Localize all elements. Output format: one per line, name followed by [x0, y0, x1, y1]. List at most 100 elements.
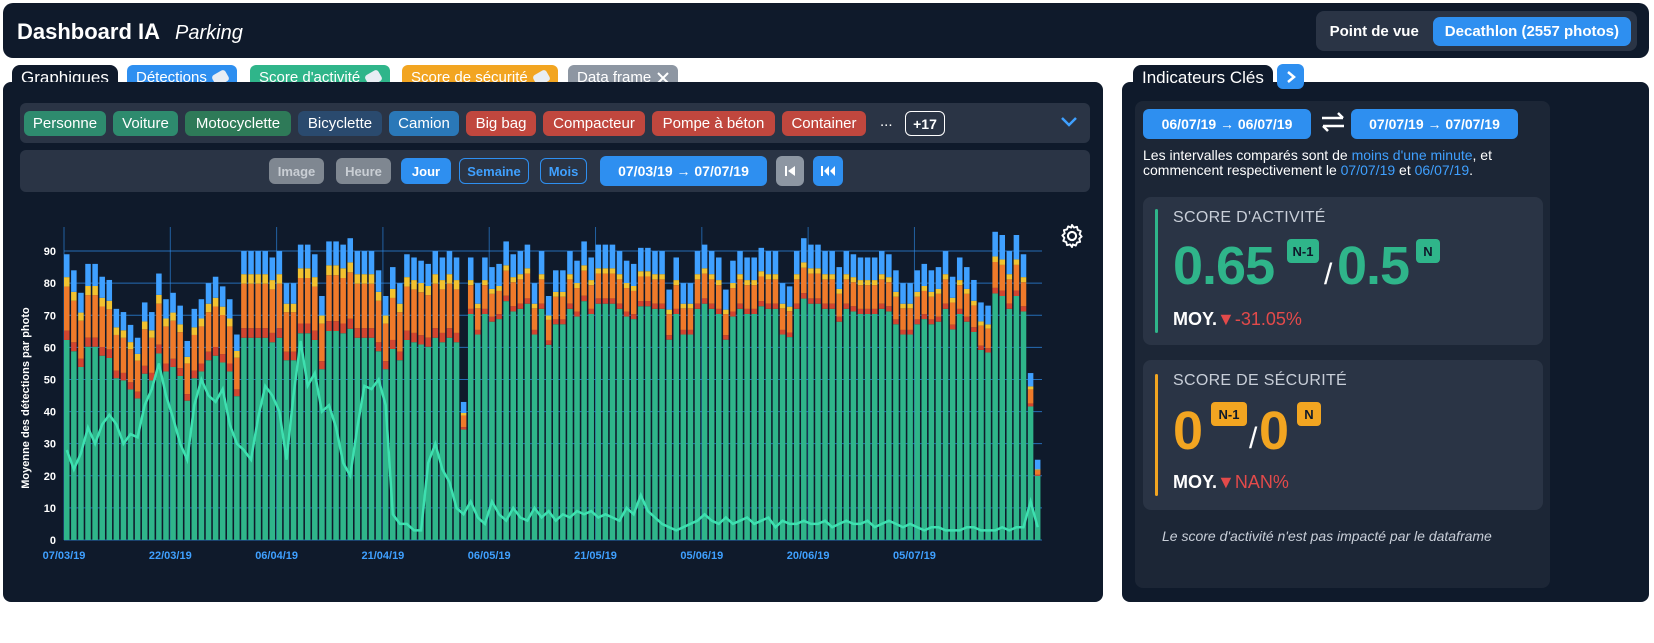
bar-segment [701, 303, 708, 540]
granularity-hour-button[interactable]: Heure [336, 158, 391, 184]
bar-segment [283, 312, 290, 352]
close-icon[interactable] [657, 71, 669, 84]
bar-segment [914, 291, 920, 297]
bar-segment [666, 314, 672, 336]
bar-segment [453, 280, 460, 290]
bar-segment [687, 303, 694, 309]
granularity-image-button[interactable]: Image [269, 158, 324, 184]
bar-segment [595, 244, 602, 269]
filter-chip[interactable]: Motocyclette [185, 111, 291, 136]
bar-segment [255, 274, 261, 284]
bar-segment [978, 349, 984, 540]
bar-segment [269, 257, 276, 281]
rewind-button[interactable] [813, 156, 843, 186]
bar-segment [453, 342, 460, 540]
rewind-icon [821, 166, 835, 176]
bar-segment [227, 299, 233, 319]
bar-segment [227, 318, 233, 327]
bar-segment [857, 257, 864, 281]
bar-segment [113, 327, 120, 335]
bar-segment [397, 283, 403, 304]
bar-segment [297, 333, 304, 540]
bar-segment [567, 279, 573, 304]
bar-segment [772, 251, 779, 275]
filter-chip[interactable]: Container [782, 111, 866, 136]
pov-select-button[interactable]: Decathlon (2557 photos) [1432, 16, 1631, 46]
bar-segment [340, 268, 346, 279]
bar-segment [588, 313, 594, 540]
bar-segment [64, 339, 70, 540]
y-tick-label: 50 [44, 374, 56, 386]
bar-segment [184, 400, 191, 540]
bar-segment [999, 264, 1006, 291]
bar-segment [765, 274, 772, 280]
kpi-expand-button[interactable] [1277, 64, 1304, 89]
bar-segment [694, 279, 701, 304]
compare-range-b[interactable]: 07/07/19 → 07/07/19 [1351, 109, 1518, 139]
bar-segment [588, 285, 594, 309]
granularity-month-button[interactable]: Mois [540, 158, 587, 184]
bar-segment [304, 333, 311, 540]
compare-range-a[interactable]: 06/07/19 → 06/07/19 [1143, 109, 1311, 139]
date-range-button[interactable]: 07/03/19 → 07/07/19 [600, 156, 767, 186]
filter-chip[interactable]: Pompe à béton [652, 111, 775, 136]
bar-segment [666, 339, 672, 540]
bar-segment [1013, 290, 1020, 296]
bar-segment [234, 334, 240, 351]
bar-segment [241, 283, 247, 329]
bar-segment [949, 302, 956, 325]
bar-segment [808, 273, 814, 299]
bar-segment [212, 306, 219, 348]
filter-chip[interactable]: Personne [24, 111, 106, 136]
bar-segment [935, 267, 942, 289]
bar-segment [312, 277, 318, 287]
bar-segment [751, 308, 757, 314]
bar-segment [184, 394, 191, 401]
bar-segment [78, 358, 84, 367]
bar-segment [382, 323, 389, 362]
bar-segment [708, 279, 715, 304]
bar-segment [241, 328, 247, 338]
filter-chip[interactable]: Voiture [113, 111, 178, 136]
bar-segment [864, 257, 871, 281]
bar-segment [503, 295, 509, 302]
bar-segment [510, 277, 517, 283]
bar-segment [978, 302, 984, 322]
bar-segment [382, 315, 389, 324]
point-of-view: Point de vue Decathlon (2557 photos) [1315, 11, 1637, 51]
bar-segment [765, 279, 772, 304]
y-axis-label: Moyenne des détections par photo [20, 307, 32, 489]
bar-segment [545, 296, 552, 316]
more-filters-count[interactable]: +17 [905, 111, 945, 136]
bar-segment [645, 301, 651, 307]
bar-segment [928, 291, 935, 297]
bar-segment [106, 279, 113, 301]
chevron-down-icon[interactable] [1060, 113, 1078, 131]
bar-segment [666, 335, 672, 340]
swap-icon[interactable] [1319, 110, 1347, 134]
bar-segment [680, 303, 687, 309]
chart-settings-gear-icon[interactable] [1058, 222, 1086, 250]
filter-chip[interactable]: Big bag [466, 111, 536, 136]
bar-segment [397, 360, 403, 540]
filter-chip[interactable]: Compacteur [543, 111, 645, 136]
bar-segment [354, 274, 361, 284]
bar-segment [191, 327, 198, 335]
granularity-day-button[interactable]: Jour [401, 158, 451, 184]
step-back-button[interactable] [776, 156, 804, 186]
filter-chip[interactable]: Bicyclette [298, 111, 382, 136]
granularity-week-button[interactable]: Semaine [459, 158, 529, 184]
bar-segment [829, 274, 835, 280]
bar-segment [595, 298, 602, 304]
bar-segment [71, 270, 77, 292]
bar-segment [120, 380, 127, 540]
bar-segment [134, 337, 141, 354]
bar-segment [432, 283, 439, 329]
filter-chip[interactable]: Camion [389, 111, 459, 136]
bar-segment [886, 277, 892, 283]
bar-segment [156, 294, 162, 304]
bar-segment [900, 329, 906, 335]
bar-segment [425, 346, 431, 540]
bar-segment [545, 340, 552, 345]
bar-segment [652, 279, 658, 304]
